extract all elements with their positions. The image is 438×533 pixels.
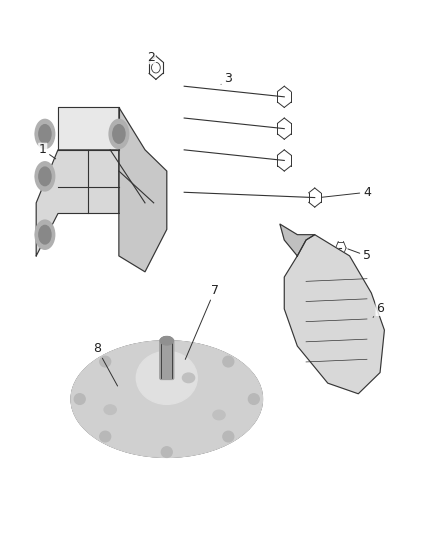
Text: 8: 8 bbox=[93, 342, 117, 386]
Polygon shape bbox=[36, 150, 119, 256]
Text: 2: 2 bbox=[148, 51, 156, 63]
Ellipse shape bbox=[113, 125, 125, 143]
Text: 5: 5 bbox=[348, 249, 371, 262]
FancyBboxPatch shape bbox=[160, 339, 174, 379]
Polygon shape bbox=[284, 235, 385, 394]
Text: 7: 7 bbox=[185, 284, 219, 359]
Ellipse shape bbox=[104, 405, 116, 415]
Ellipse shape bbox=[213, 410, 225, 419]
Ellipse shape bbox=[71, 341, 262, 457]
Ellipse shape bbox=[35, 162, 55, 191]
Ellipse shape bbox=[161, 341, 172, 351]
Ellipse shape bbox=[161, 447, 172, 457]
Ellipse shape bbox=[223, 356, 234, 367]
Ellipse shape bbox=[35, 220, 55, 249]
Ellipse shape bbox=[39, 167, 51, 185]
Ellipse shape bbox=[100, 356, 111, 367]
Ellipse shape bbox=[35, 119, 55, 149]
Polygon shape bbox=[119, 108, 167, 272]
Text: 4: 4 bbox=[322, 186, 371, 199]
Text: 1: 1 bbox=[39, 143, 56, 159]
Ellipse shape bbox=[109, 119, 129, 149]
Ellipse shape bbox=[136, 351, 197, 405]
Polygon shape bbox=[58, 108, 119, 150]
Ellipse shape bbox=[100, 431, 111, 442]
Text: 6: 6 bbox=[373, 302, 384, 317]
Ellipse shape bbox=[248, 394, 259, 405]
Ellipse shape bbox=[74, 394, 85, 405]
Polygon shape bbox=[280, 224, 315, 256]
Ellipse shape bbox=[39, 125, 51, 143]
Ellipse shape bbox=[183, 373, 194, 383]
Ellipse shape bbox=[223, 431, 234, 442]
Ellipse shape bbox=[160, 336, 173, 345]
Ellipse shape bbox=[39, 225, 51, 244]
Text: 3: 3 bbox=[221, 72, 232, 85]
